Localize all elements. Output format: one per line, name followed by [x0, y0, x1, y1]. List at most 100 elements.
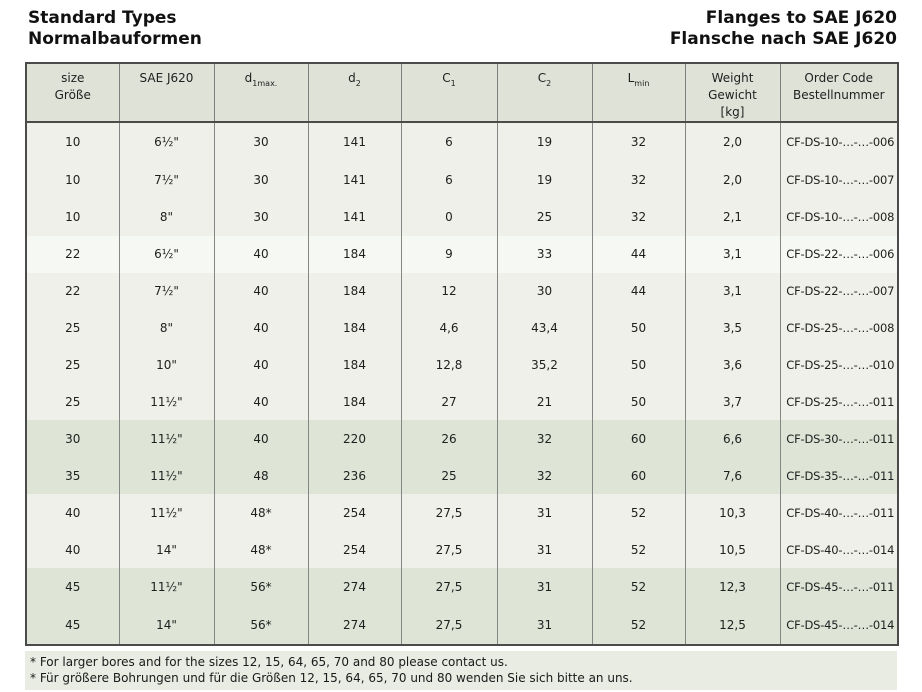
cell-weight: 10,5	[684, 531, 781, 569]
col-header-d2: d2	[307, 63, 402, 123]
cell-weight: 2,1	[684, 198, 781, 236]
cell-order: CF-DS-35-…-…-011	[779, 457, 899, 495]
cell-sae: 14"	[118, 605, 215, 645]
cell-size: 35	[25, 457, 120, 495]
cell-c1: 27,5	[400, 494, 498, 532]
cell-c2: 43,4	[496, 309, 593, 347]
cell-c1: 27,5	[400, 605, 498, 645]
cell-d2: 274	[307, 605, 402, 645]
cell-sae: 11½"	[118, 494, 215, 532]
cell-weight: 6,6	[684, 420, 781, 458]
table-row: 22 7½" 40 184 12 30 44 3,1 CF-DS-22-…-…-007	[25, 272, 899, 310]
cell-c2: 31	[496, 568, 593, 606]
cell-lmin: 50	[591, 309, 686, 347]
cell-c2: 31	[496, 531, 593, 569]
cell-sae: 11½"	[118, 383, 215, 421]
cell-c2: 31	[496, 494, 593, 532]
cell-d2: 236	[307, 457, 402, 495]
cell-d2: 184	[307, 309, 402, 347]
cell-c1: 12	[400, 272, 498, 310]
col-header-order: Order Code Bestellnummer	[779, 63, 899, 123]
col-header-sae: SAE J620	[118, 63, 215, 123]
table-row: 10 8" 30 141 0 25 32 2,1 CF-DS-10-…-…-008	[25, 198, 899, 236]
col-header-symbol: d	[244, 71, 253, 85]
cell-weight: 3,1	[684, 235, 781, 273]
cell-d1max: 40	[213, 235, 309, 273]
col-header-label: [kg]	[720, 105, 745, 119]
cell-d1max: 40	[213, 383, 309, 421]
cell-order: CF-DS-45-…-…-011	[779, 568, 899, 606]
cell-size: 40	[25, 494, 120, 532]
cell-size: 30	[25, 420, 120, 458]
cell-lmin: 32	[591, 161, 686, 199]
cell-c2: 19	[496, 122, 593, 162]
cell-d2: 184	[307, 272, 402, 310]
cell-size: 10	[25, 198, 120, 236]
cell-lmin: 32	[591, 198, 686, 236]
cell-c1: 9	[400, 235, 498, 273]
cell-lmin: 44	[591, 272, 686, 310]
cell-sae: 7½"	[118, 161, 215, 199]
cell-c2: 31	[496, 605, 593, 645]
cell-d1max: 40	[213, 272, 309, 310]
cell-c2: 21	[496, 383, 593, 421]
cell-d1max: 30	[213, 122, 309, 162]
cell-order: CF-DS-30-…-…-011	[779, 420, 899, 458]
cell-d1max: 30	[213, 161, 309, 199]
table-row: 30 11½" 40 220 26 32 60 6,6 CF-DS-30-…-…-011	[25, 420, 899, 458]
cell-d1max: 48*	[213, 494, 309, 532]
col-header-label: Order Code	[804, 71, 874, 85]
cell-size: 45	[25, 605, 120, 645]
col-header-size: size Größe	[25, 63, 120, 123]
cell-d1max: 40	[213, 346, 309, 384]
cell-size: 22	[25, 272, 120, 310]
cell-sae: 11½"	[118, 420, 215, 458]
cell-c1: 26	[400, 420, 498, 458]
cell-size: 40	[25, 531, 120, 569]
col-header-label: Größe	[54, 88, 91, 102]
cell-order: CF-DS-10-…-…-006	[779, 122, 899, 162]
cell-size: 45	[25, 568, 120, 606]
cell-lmin: 52	[591, 605, 686, 645]
cell-c1: 25	[400, 457, 498, 495]
cell-size: 25	[25, 383, 120, 421]
cell-c2: 32	[496, 420, 593, 458]
col-header-symbol: C	[537, 71, 547, 85]
col-header-label: size	[61, 71, 85, 85]
cell-c1: 12,8	[400, 346, 498, 384]
col-header-label: SAE J620	[139, 71, 194, 85]
cell-order: CF-DS-25-…-…-011	[779, 383, 899, 421]
cell-d1max: 48*	[213, 531, 309, 569]
cell-d1max: 56*	[213, 568, 309, 606]
cell-weight: 3,6	[684, 346, 781, 384]
col-header-label: Gewicht	[708, 88, 757, 102]
cell-sae: 6½"	[118, 122, 215, 162]
table-row: 10 6½" 30 141 6 19 32 2,0 CF-DS-10-…-…-006	[25, 122, 899, 162]
cell-size: 25	[25, 309, 120, 347]
cell-order: CF-DS-10-…-…-007	[779, 161, 899, 199]
cell-c1: 27,5	[400, 531, 498, 569]
cell-d2: 184	[307, 383, 402, 421]
cell-sae: 10"	[118, 346, 215, 384]
col-header-label: Bestellnummer	[792, 88, 885, 102]
cell-order: CF-DS-45-…-…-014	[779, 605, 899, 645]
cell-lmin: 52	[591, 568, 686, 606]
cell-sae: 7½"	[118, 272, 215, 310]
cell-d1max: 48	[213, 457, 309, 495]
cell-weight: 12,3	[684, 568, 781, 606]
table-row: 45 14" 56* 274 27,5 31 52 12,5 CF-DS-45-…-…-014	[25, 605, 899, 645]
cell-sae: 6½"	[118, 235, 215, 273]
col-header-subscript: 2	[355, 79, 361, 88]
table-row: 10 7½" 30 141 6 19 32 2,0 CF-DS-10-…-…-007	[25, 161, 899, 199]
table-row: 40 14" 48* 254 27,5 31 52 10,5 CF-DS-40-…-…-014	[25, 531, 899, 569]
cell-c1: 27	[400, 383, 498, 421]
cell-weight: 2,0	[684, 122, 781, 162]
page-title-right: Flanges to SAE J620 Flansche nach SAE J6…	[670, 8, 897, 50]
col-header-c1: C1	[400, 63, 498, 123]
col-header-subscript: 2	[546, 79, 552, 88]
cell-lmin: 60	[591, 420, 686, 458]
col-header-label: Weight	[711, 71, 754, 85]
cell-weight: 10,3	[684, 494, 781, 532]
cell-d2: 141	[307, 122, 402, 162]
